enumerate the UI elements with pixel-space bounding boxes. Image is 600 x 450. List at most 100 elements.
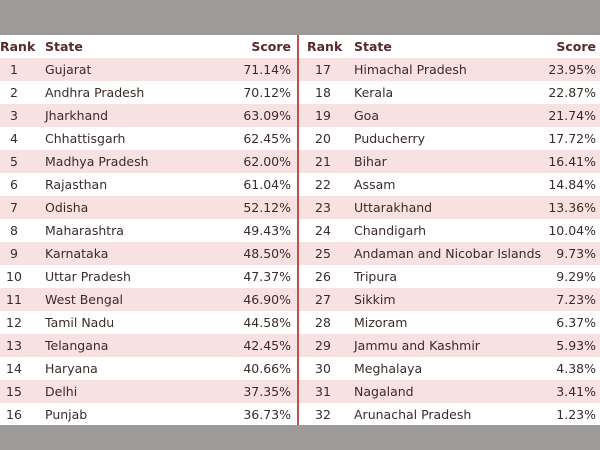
rank-cell: 13 xyxy=(6,338,22,353)
rank-cell: 25 xyxy=(315,246,331,261)
table-row: 30 Meghalaya 4.38% xyxy=(299,357,600,380)
state-cell: Assam xyxy=(354,177,396,192)
table-sheet: Rank State Score 1 Gujarat 71.14% 2 Andhra Prad… xyxy=(0,35,600,425)
score-cell: 9.29% xyxy=(556,269,596,284)
rank-cell: 5 xyxy=(10,154,18,169)
state-cell: Jharkhand xyxy=(45,108,109,123)
table-row: 7 Odisha 52.12% xyxy=(0,196,297,219)
state-cell: Mizoram xyxy=(354,315,408,330)
rank-cell: Rank xyxy=(0,39,36,54)
state-cell: Chandigarh xyxy=(354,223,427,238)
table-row: 17 Himachal Pradesh 23.95% xyxy=(299,58,600,81)
table-row: 2 Andhra Pradesh 70.12% xyxy=(0,81,297,104)
table-row: 16 Punjab 36.73% xyxy=(0,403,297,426)
state-cell: Madhya Pradesh xyxy=(45,154,149,169)
table-row: 28 Mizoram 6.37% xyxy=(299,311,600,334)
state-cell: Karnataka xyxy=(45,246,109,261)
rank-cell: 3 xyxy=(10,108,18,123)
state-cell: Himachal Pradesh xyxy=(354,62,467,77)
state-cell: Haryana xyxy=(45,361,98,376)
table-row: 6 Rajasthan 61.04% xyxy=(0,173,297,196)
state-cell: Goa xyxy=(354,108,379,123)
table-row: 8 Maharashtra 49.43% xyxy=(0,219,297,242)
state-cell: Tripura xyxy=(354,269,398,284)
rank-cell: 6 xyxy=(10,177,18,192)
table-row: 5 Madhya Pradesh 62.00% xyxy=(0,150,297,173)
score-cell: 22.87% xyxy=(548,85,596,100)
state-cell: Kerala xyxy=(354,85,394,100)
state-cell: Tamil Nadu xyxy=(45,315,115,330)
state-cell: State xyxy=(354,39,392,54)
table-row: 19 Goa 21.74% xyxy=(299,104,600,127)
state-cell: Gujarat xyxy=(45,62,92,77)
table-row: 21 Bihar 16.41% xyxy=(299,150,600,173)
rank-cell: 11 xyxy=(6,292,22,307)
rank-cell: 7 xyxy=(10,200,18,215)
table-row: 20 Puducherry 17.72% xyxy=(299,127,600,150)
state-cell: Jammu and Kashmir xyxy=(354,338,480,353)
score-cell: 21.74% xyxy=(548,108,596,123)
table-row: 32 Arunachal Pradesh 1.23% xyxy=(299,403,600,426)
state-cell: Chhattisgarh xyxy=(45,131,126,146)
score-cell: 3.41% xyxy=(556,384,596,399)
rank-cell: 27 xyxy=(315,292,331,307)
rank-cell: 4 xyxy=(10,131,18,146)
score-cell: 7.23% xyxy=(556,292,596,307)
score-cell: 5.93% xyxy=(556,338,596,353)
table-row: 11 West Bengal 46.90% xyxy=(0,288,297,311)
score-cell: 70.12% xyxy=(243,85,291,100)
state-cell: Bihar xyxy=(354,154,387,169)
rank-cell: 16 xyxy=(6,407,22,422)
table-row: 15 Delhi 37.35% xyxy=(0,380,297,403)
score-cell: 52.12% xyxy=(243,200,291,215)
state-cell: Meghalaya xyxy=(354,361,423,376)
table-row: 10 Uttar Pradesh 47.37% xyxy=(0,265,297,288)
score-cell: 4.38% xyxy=(556,361,596,376)
score-cell: 49.43% xyxy=(243,223,291,238)
score-cell: 62.00% xyxy=(243,154,291,169)
score-cell: 44.58% xyxy=(243,315,291,330)
score-cell: 1.23% xyxy=(556,407,596,422)
state-cell: Nagaland xyxy=(354,384,414,399)
score-cell: Score xyxy=(556,39,596,54)
table-row: 22 Assam 14.84% xyxy=(299,173,600,196)
rank-cell: 1 xyxy=(10,62,18,77)
table-row: 23 Uttarakhand 13.36% xyxy=(299,196,600,219)
table-row: 4 Chhattisgarh 62.45% xyxy=(0,127,297,150)
table-half: Rank State Score 17 Himachal Pradesh 23.95% 18… xyxy=(299,35,600,425)
table-row: 1 Gujarat 71.14% xyxy=(0,58,297,81)
table-row: 27 Sikkim 7.23% xyxy=(299,288,600,311)
score-cell: 36.73% xyxy=(243,407,291,422)
score-cell: 10.04% xyxy=(548,223,596,238)
state-cell: Uttar Pradesh xyxy=(45,269,131,284)
state-cell: State xyxy=(45,39,83,54)
score-cell: 62.45% xyxy=(243,131,291,146)
table-row: 24 Chandigarh 10.04% xyxy=(299,219,600,242)
table-row: 14 Haryana 40.66% xyxy=(0,357,297,380)
score-cell: 46.90% xyxy=(243,292,291,307)
table-row: 13 Telangana 42.45% xyxy=(0,334,297,357)
state-cell: Sikkim xyxy=(354,292,396,307)
score-cell: 63.09% xyxy=(243,108,291,123)
rank-cell: 14 xyxy=(6,361,22,376)
rank-cell: Rank xyxy=(307,39,343,54)
table-row: 12 Tamil Nadu 44.58% xyxy=(0,311,297,334)
table-row: 31 Nagaland 3.41% xyxy=(299,380,600,403)
state-cell: Odisha xyxy=(45,200,89,215)
table-row: 25 Andaman and Nicobar Islands 9.73% xyxy=(299,242,600,265)
state-cell: Uttarakhand xyxy=(354,200,433,215)
state-cell: Punjab xyxy=(45,407,88,422)
rank-cell: 19 xyxy=(315,108,331,123)
header-row: Rank State Score xyxy=(0,35,297,58)
divider xyxy=(297,35,299,425)
rank-cell: 9 xyxy=(10,246,18,261)
score-cell: 71.14% xyxy=(243,62,291,77)
score-cell: 23.95% xyxy=(548,62,596,77)
score-cell: 47.37% xyxy=(243,269,291,284)
state-cell: Maharashtra xyxy=(45,223,124,238)
rank-cell: 26 xyxy=(315,269,331,284)
score-cell: 40.66% xyxy=(243,361,291,376)
state-cell: West Bengal xyxy=(45,292,123,307)
header-row: Rank State Score xyxy=(299,35,600,58)
